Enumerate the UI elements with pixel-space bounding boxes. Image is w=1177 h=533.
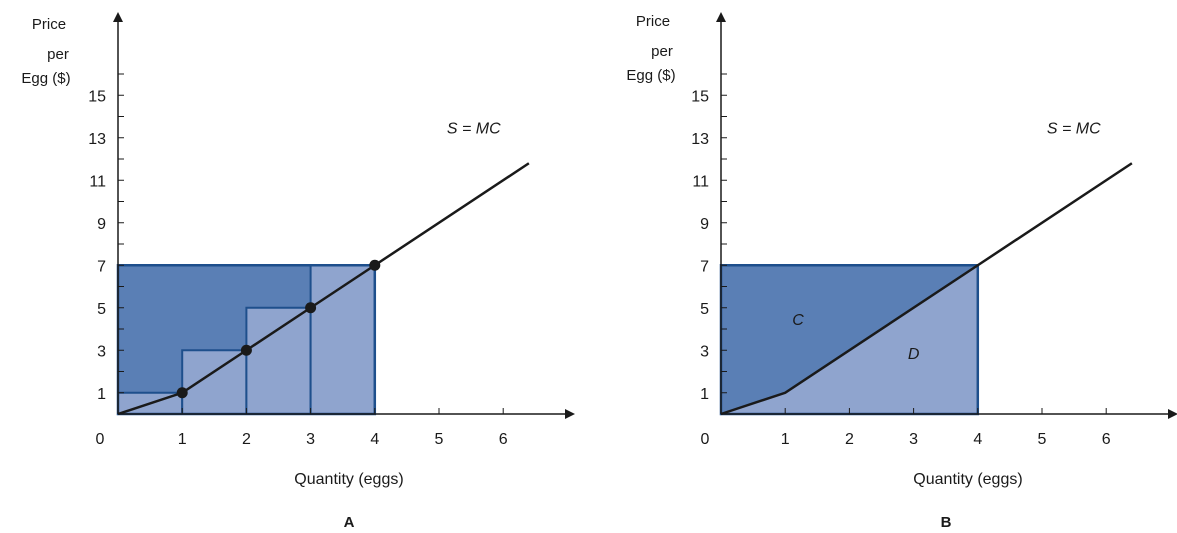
- x-tick-label: 4: [973, 431, 982, 448]
- y-tick-label: 3: [700, 343, 709, 360]
- y-tick-label: 5: [700, 301, 709, 318]
- data-point: [369, 259, 381, 271]
- cost-bar: [245, 306, 312, 415]
- x-tick-label: 3: [306, 431, 315, 448]
- y-tick-label: 1: [700, 386, 709, 403]
- supply-curve-label: S = MC: [1047, 120, 1101, 137]
- data-point: [176, 387, 188, 399]
- supply-curve: [117, 162, 530, 416]
- panel-b: Price per Egg ($) Quantity (eggs) B 0 C D…: [626, 12, 1177, 531]
- y-tick-label: 9: [700, 216, 709, 233]
- y-tick-label: 15: [88, 88, 106, 105]
- region-label-d: D: [908, 346, 920, 363]
- x-tick-label: 2: [845, 431, 854, 448]
- x-tick-label: 2: [242, 431, 251, 448]
- y-tick-label: 9: [97, 216, 106, 233]
- data-point: [240, 344, 252, 356]
- x-axis-title: Quantity (eggs): [913, 471, 1022, 488]
- y-tick-label: 3: [97, 343, 106, 360]
- y-tick-label: 5: [97, 301, 106, 318]
- y-tick-label: 13: [88, 131, 106, 148]
- x-tick-label: 1: [781, 431, 790, 448]
- origin-label: 0: [701, 431, 710, 448]
- x-tick-label: 4: [370, 431, 379, 448]
- x-tick-label: 5: [435, 431, 444, 448]
- y-axis-title-line-3: Egg ($): [21, 70, 70, 87]
- y-tick-label: 11: [692, 173, 709, 190]
- x-tick-label: 1: [178, 431, 187, 448]
- y-axis-title-line-1: Price: [32, 16, 66, 33]
- x-axis-title: Quantity (eggs): [294, 471, 403, 488]
- panel-a: Price per Egg ($) Quantity (eggs) A 0 13…: [21, 12, 575, 531]
- y-tick-label: 1: [97, 386, 106, 403]
- supply-curve: [720, 162, 1133, 416]
- y-axis-title: Price per Egg ($): [626, 13, 675, 84]
- y-tick-label: 7: [97, 258, 106, 275]
- region-d-area: [721, 265, 978, 414]
- panel-label: A: [344, 514, 355, 531]
- y-axis-title-line-3: Egg ($): [626, 67, 675, 84]
- x-tick-label: 6: [1102, 431, 1111, 448]
- y-tick-label: 7: [700, 258, 709, 275]
- panel-label: B: [941, 514, 952, 531]
- y-axis-title-line-2: per: [651, 43, 673, 60]
- x-tick-label: 3: [909, 431, 918, 448]
- supply-curve-label: S = MC: [447, 120, 501, 137]
- x-tick-label: 6: [499, 431, 508, 448]
- data-point: [305, 302, 317, 314]
- y-tick-label: 11: [89, 173, 106, 190]
- origin-label: 0: [96, 431, 105, 448]
- region-c-area: [721, 265, 978, 414]
- y-axis-title-line-1: Price: [636, 13, 670, 30]
- y-tick-label: 13: [691, 131, 709, 148]
- y-tick-label: 15: [691, 88, 709, 105]
- cost-bar: [181, 349, 248, 415]
- region-label-c: C: [792, 312, 804, 329]
- y-axis-title-line-2: per: [47, 46, 69, 63]
- x-tick-label: 5: [1038, 431, 1047, 448]
- y-axis-title: Price per Egg ($): [21, 16, 70, 87]
